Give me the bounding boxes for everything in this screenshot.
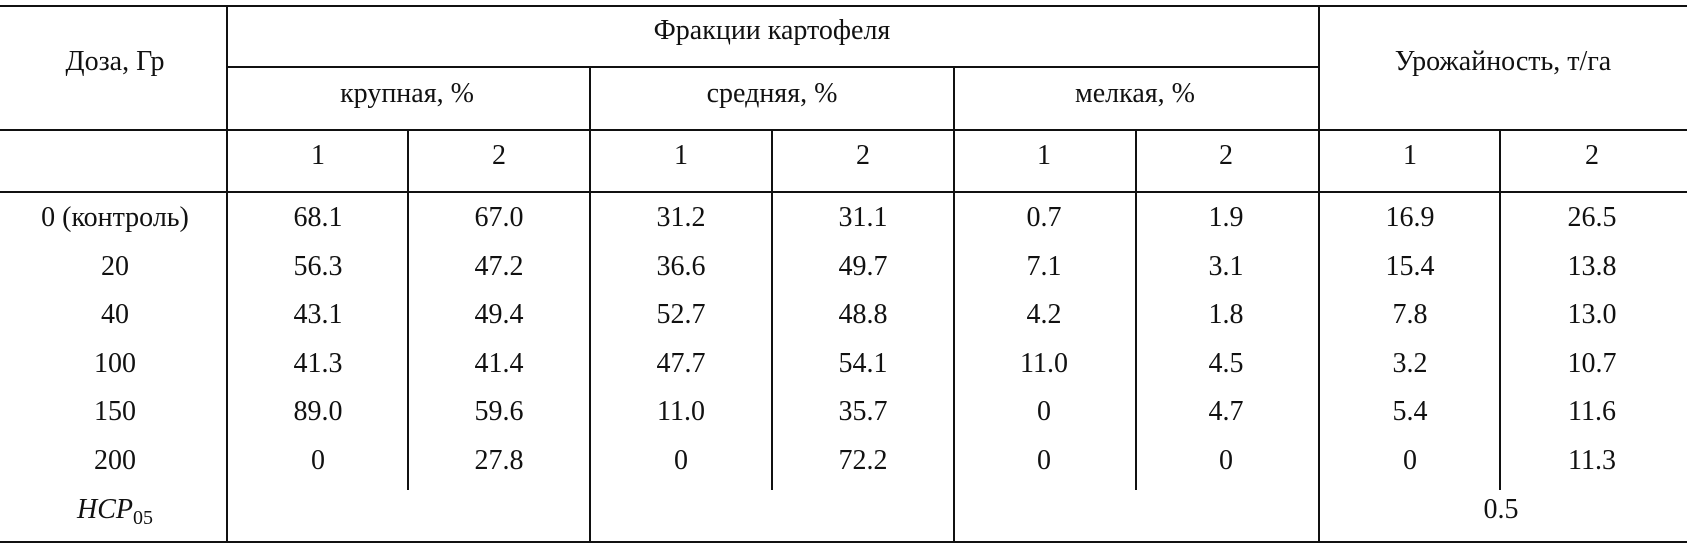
lsd-label-sub: 05	[133, 507, 153, 529]
colnum-large-2: 2	[492, 140, 506, 171]
table-cell: 68.1	[293, 202, 343, 233]
header-medium: средняя, %	[706, 78, 838, 109]
table-cell: 11.3	[1568, 445, 1616, 476]
lsd-label: НСР05	[77, 494, 153, 534]
divider-medium-1-2	[771, 129, 773, 490]
row-dose: 200	[94, 445, 136, 476]
table-cell: 48.8	[838, 299, 888, 330]
table-cell: 49.7	[838, 251, 888, 282]
table-cell: 16.9	[1385, 202, 1435, 233]
table-cell: 13.0	[1567, 299, 1617, 330]
lsd-yield-value: 0.5	[1483, 494, 1519, 525]
table-cell: 13.8	[1567, 251, 1617, 282]
table-cell: 47.7	[656, 348, 706, 379]
table-cell: 4.2	[1026, 299, 1062, 330]
table-cell: 41.4	[474, 348, 524, 379]
divider-medium-small	[953, 66, 955, 543]
colnum-small-2: 2	[1219, 140, 1233, 171]
divider-yield-1-2	[1499, 129, 1501, 490]
table-cell: 31.2	[656, 202, 706, 233]
header-yield: Урожайность, т/га	[1394, 46, 1612, 77]
row-dose: 100	[94, 348, 136, 379]
divider-large-1-2	[407, 129, 409, 490]
table-cell: 0.7	[1026, 202, 1062, 233]
table-cell: 89.0	[293, 396, 343, 427]
table-cell: 35.7	[838, 396, 888, 427]
table-cell: 31.1	[838, 202, 888, 233]
table-cell: 11.6	[1568, 396, 1616, 427]
colnum-yield-1: 1	[1403, 140, 1417, 171]
divider-large-medium	[589, 66, 591, 543]
table-cell: 0	[311, 445, 325, 476]
table-cell: 10.7	[1567, 348, 1617, 379]
table-cell: 0	[1037, 445, 1051, 476]
colnum-medium-1: 1	[674, 140, 688, 171]
colnum-large-1: 1	[311, 140, 325, 171]
colnum-medium-2: 2	[856, 140, 870, 171]
table-cell: 1.8	[1208, 299, 1244, 330]
table-cell: 5.4	[1392, 396, 1428, 427]
row-dose: 20	[101, 251, 129, 282]
table-cell: 67.0	[474, 202, 524, 233]
table-cell: 41.3	[293, 348, 343, 379]
table-cell: 4.7	[1208, 396, 1244, 427]
table-cell: 3.1	[1208, 251, 1244, 282]
table-cell: 52.7	[656, 299, 706, 330]
table-cell: 0	[1403, 445, 1417, 476]
table-cell: 15.4	[1385, 251, 1435, 282]
table-cell: 0	[1037, 396, 1051, 427]
table-cell: 4.5	[1208, 348, 1244, 379]
table-cell: 49.4	[474, 299, 524, 330]
table-cell: 0	[674, 445, 688, 476]
table-cell: 54.1	[838, 348, 888, 379]
table-cell: 7.1	[1026, 251, 1062, 282]
table-cell: 11.0	[1020, 348, 1068, 379]
table-cell: 56.3	[293, 251, 343, 282]
table-cell: 7.8	[1392, 299, 1428, 330]
header-large: крупная, %	[340, 78, 474, 109]
table-cell: 47.2	[474, 251, 524, 282]
lsd-label-main: НСР	[77, 494, 133, 525]
table-cell: 1.9	[1208, 202, 1244, 233]
divider-small-1-2	[1135, 129, 1137, 490]
table-cell: 3.2	[1392, 348, 1428, 379]
table-cell: 36.6	[656, 251, 706, 282]
table-cell: 0	[1219, 445, 1233, 476]
subheader-rule	[0, 129, 1687, 131]
table-cell: 72.2	[838, 445, 888, 476]
table-cell: 26.5	[1567, 202, 1617, 233]
table-cell: 43.1	[293, 299, 343, 330]
header-small: мелкая, %	[1075, 78, 1195, 109]
colnum-yield-2: 2	[1585, 140, 1599, 171]
header-dose: Доза, Гр	[65, 46, 165, 77]
table-cell: 11.0	[657, 396, 705, 427]
colnum-small-1: 1	[1037, 140, 1051, 171]
top-rule	[0, 5, 1687, 7]
row-dose: 40	[101, 299, 129, 330]
table-cell: 59.6	[474, 396, 524, 427]
row-dose: 0 (контроль)	[41, 202, 189, 233]
fraction-header-rule	[226, 66, 1318, 68]
row-dose: 150	[94, 396, 136, 427]
divider-fractions-yield	[1318, 5, 1320, 543]
table-cell: 27.8	[474, 445, 524, 476]
column-number-rule	[0, 191, 1687, 193]
header-fractions: Фракции картофеля	[653, 15, 891, 46]
divider-dose	[226, 5, 228, 543]
bottom-rule	[0, 541, 1687, 543]
